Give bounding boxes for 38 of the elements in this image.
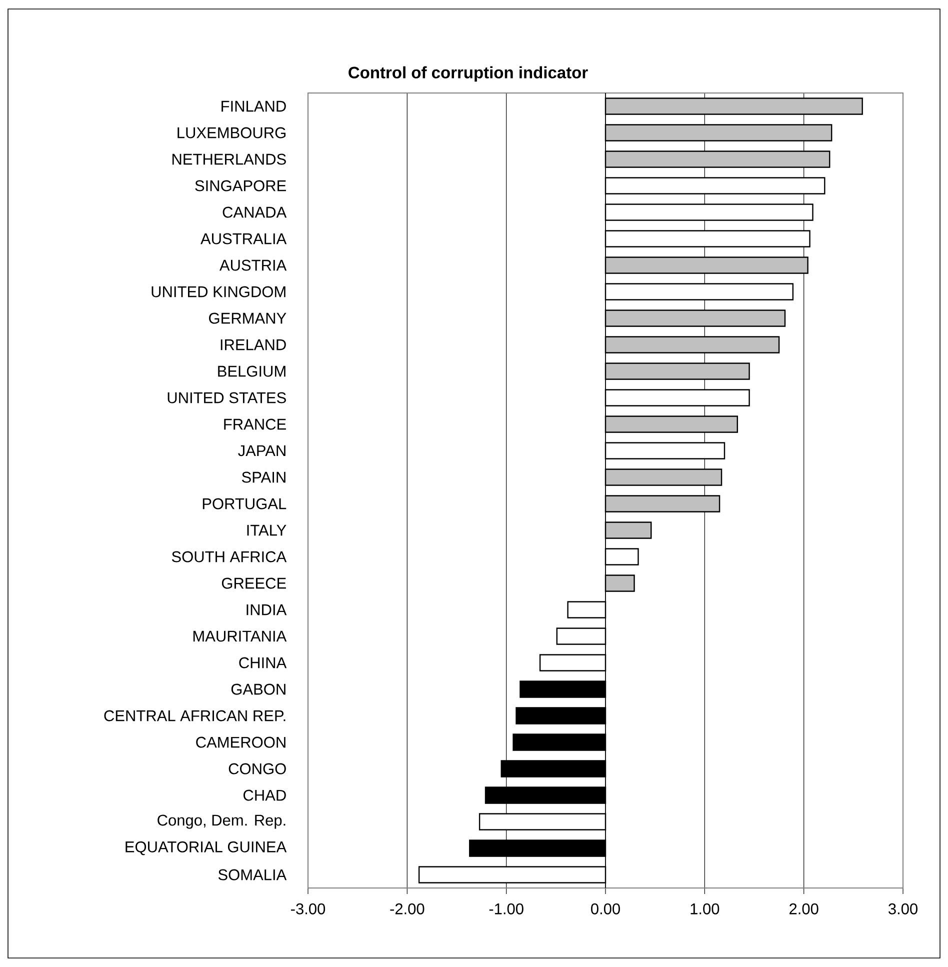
y-tick-label: EQUATORIAL GUINEA: [126, 841, 287, 856]
y-tick-label: FRANCE: [224, 418, 286, 430]
y-tick-label: GABON: [231, 684, 286, 695]
y-tick-label: SINGAPORE: [195, 180, 286, 192]
y-tick-label: SOUTH AFRICA: [172, 551, 287, 562]
y-tick-label: CHAD: [243, 790, 286, 801]
y-tick-label: CHINA: [239, 657, 287, 668]
y-tick-label: SOMALIA: [218, 869, 287, 880]
y-tick-label: CANADA: [222, 206, 287, 218]
chart-title: Control of corruption indicator: [348, 66, 588, 82]
y-tick-label: MAURITANIA: [193, 630, 287, 642]
y-tick-label: INDIA: [246, 604, 287, 616]
y-tick-label: AUSTRALIA: [200, 233, 287, 244]
y-tick-label: CONGO: [228, 763, 286, 774]
x-tick-label: 2.00: [790, 903, 818, 914]
y-tick-label: GERMANY: [209, 312, 286, 324]
y-tick-label: IRELAND: [220, 339, 286, 350]
y-tick-label: NETHERLANDS: [172, 154, 286, 165]
x-tick-label: -2.00: [390, 903, 424, 914]
y-tick-label: UNITED STATES: [168, 392, 286, 404]
y-tick-label: UNITED KINGDOM: [152, 286, 286, 298]
y-tick-label: Congo, Dem. Rep.: [158, 814, 286, 829]
y-tick-label: ITALY: [247, 524, 286, 536]
y-tick-label: AUSTRIA: [219, 260, 287, 271]
y-tick-label: CAMEROON: [196, 736, 286, 748]
x-tick-label: 3.00: [888, 903, 918, 914]
y-tick-label: CENTRAL AFRICAN REP.: [104, 710, 286, 722]
y-tick-label: GREECE: [222, 578, 286, 589]
y-tick-label: JAPAN: [238, 445, 286, 456]
y-tick-label: FINLAND: [222, 100, 286, 112]
y-tick-label: PORTUGAL: [202, 498, 286, 510]
x-tick-label: -3.00: [291, 903, 326, 914]
x-tick-label: 0.00: [591, 903, 620, 914]
y-tick-label: SPAIN: [242, 472, 286, 483]
y-tick-label: BELGIUM: [218, 366, 286, 377]
x-tick-label: 1.00: [690, 903, 720, 914]
y-tick-label: LUXEMBOURG: [178, 127, 286, 138]
x-tick-label: -1.00: [489, 903, 524, 914]
